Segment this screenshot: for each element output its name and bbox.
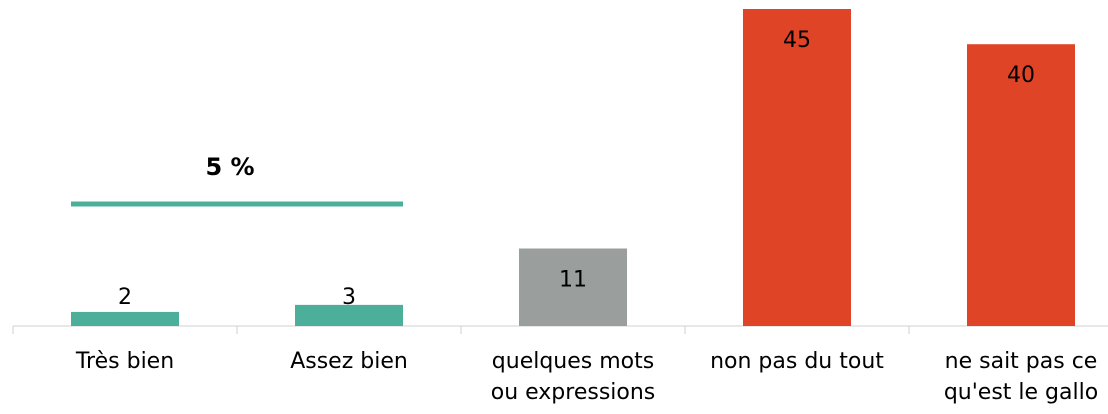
bar [967,44,1075,326]
data-label: 3 [342,285,356,310]
data-label: 45 [783,28,811,53]
data-label: 11 [559,268,587,293]
bar [519,248,627,326]
x-tick-label: Assez bien [290,349,408,374]
bar [743,9,851,326]
annotation-text: 5 % [205,153,254,181]
bar [295,304,403,326]
x-tick-label: non pas du tout [710,349,884,374]
x-tick-label: Très bien [75,349,174,374]
data-label: 2 [118,285,132,310]
bar [71,311,179,326]
x-tick-label: ne sait pas ce qu'est le gallo [944,349,1098,405]
x-tick-label: quelques mots ou expressions [491,349,656,405]
data-label: 40 [1007,63,1035,88]
